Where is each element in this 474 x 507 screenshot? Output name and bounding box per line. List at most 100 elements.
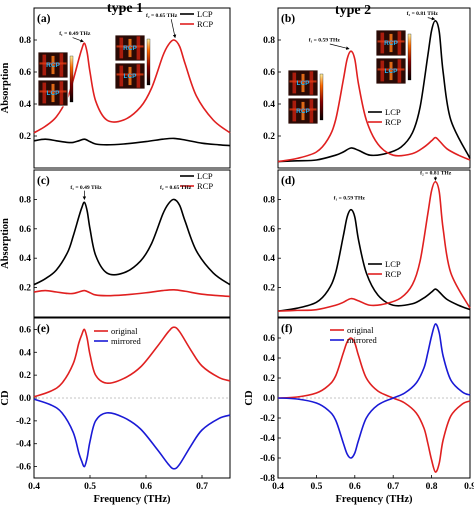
y-tick-label: 0.4 bbox=[19, 100, 31, 110]
legend-label-RCP: RCP bbox=[385, 117, 401, 127]
inset-label-lcp: LCP bbox=[385, 68, 399, 75]
y-tick-label: 0.6 bbox=[263, 68, 275, 78]
legend-label-LCP: LCP bbox=[385, 107, 401, 117]
y-tick-label: 0.2 bbox=[19, 132, 31, 142]
y-tick-label: 0.0 bbox=[263, 394, 275, 404]
x-tick-label: 0.9 bbox=[464, 482, 474, 492]
plot-frame bbox=[33, 7, 231, 169]
legend-label-mirrored: mirrored bbox=[111, 336, 141, 346]
series-line-LCP bbox=[277, 20, 471, 163]
legend-label-mirrored: mirrored bbox=[347, 335, 377, 345]
y-tick-label: 0.2 bbox=[263, 284, 275, 294]
legend-label-original: original bbox=[347, 325, 374, 335]
y-axis-label: CD bbox=[0, 390, 11, 406]
inset-label-lcp: LCP bbox=[47, 90, 61, 97]
field-hotspot bbox=[136, 64, 141, 88]
series-line-mirrored bbox=[277, 323, 471, 459]
y-tick-label: -0.6 bbox=[16, 463, 31, 473]
field-hotspot bbox=[309, 71, 314, 95]
series-line-LCP bbox=[33, 137, 231, 147]
panel-label: (f) bbox=[281, 323, 293, 335]
x-axis-label: Frequency (THz) bbox=[93, 494, 171, 505]
series-line-mirrored bbox=[33, 398, 231, 470]
series-line-LCP bbox=[33, 198, 231, 286]
panel-label: (a) bbox=[37, 13, 51, 25]
title-type2: type 2 bbox=[335, 3, 371, 18]
x-tick-label: 0.6 bbox=[140, 482, 152, 492]
field-hotspot bbox=[51, 55, 55, 75]
annotation: f₂ = 0.65 THz bbox=[160, 185, 192, 191]
field-hotspot bbox=[380, 60, 385, 82]
x-tick-label: 0.4 bbox=[28, 482, 40, 492]
y-tick-label: 0.8 bbox=[19, 195, 31, 205]
x-tick-label: 0.5 bbox=[310, 482, 322, 492]
y-tick-label: -0.6 bbox=[260, 454, 275, 464]
field-hotspot bbox=[377, 40, 405, 43]
y-tick-label: -0.4 bbox=[16, 440, 31, 450]
series-line-RCP bbox=[277, 180, 471, 312]
field-hotspot bbox=[59, 81, 64, 105]
y-tick-label: 0.8 bbox=[263, 195, 275, 205]
field-map-inset: RCP LCP bbox=[375, 29, 412, 85]
y-tick-label: 0.8 bbox=[19, 36, 31, 46]
annotation: f₁ = 0.59 THz bbox=[334, 195, 366, 201]
inset-label-rcp: RCP bbox=[123, 45, 137, 52]
y-tick-label: 0.6 bbox=[19, 68, 31, 78]
field-hotspot bbox=[116, 73, 144, 76]
field-map-inset: RCP LCP bbox=[37, 51, 74, 107]
y-tick-label: 0.2 bbox=[263, 374, 275, 384]
field-hotspot bbox=[119, 65, 124, 87]
field-hotspot bbox=[42, 54, 47, 76]
annotation: f₁ = 0.49 THz bbox=[70, 185, 102, 191]
annotation-arrow bbox=[329, 43, 350, 50]
field-hotspot bbox=[389, 61, 393, 81]
colorbar bbox=[407, 33, 412, 81]
legend-label-RCP: RCP bbox=[197, 19, 213, 29]
y-tick-label: 0.6 bbox=[19, 225, 31, 235]
field-map-inset: LCP RCP bbox=[287, 69, 324, 125]
field-hotspot bbox=[380, 32, 385, 54]
field-hotspot bbox=[116, 45, 144, 48]
y-axis-label: Absorption bbox=[0, 218, 11, 269]
x-tick-label: 0.4 bbox=[272, 482, 284, 492]
plot-frame bbox=[277, 7, 471, 169]
field-hotspot bbox=[128, 66, 132, 86]
field-hotspot bbox=[51, 83, 55, 103]
inset-label-lcp: LCP bbox=[297, 80, 311, 87]
plot-frame bbox=[277, 169, 471, 318]
legend-label-original: original bbox=[111, 326, 138, 336]
y-tick-label: 0.2 bbox=[19, 371, 31, 381]
plot-frame bbox=[33, 169, 231, 318]
x-tick-label: 0.7 bbox=[196, 482, 208, 492]
y-tick-label: 0.2 bbox=[19, 284, 31, 294]
annotation-arrow bbox=[427, 16, 436, 21]
field-hotspot bbox=[292, 100, 297, 122]
y-tick-label: 0.0 bbox=[19, 394, 31, 404]
panel-e: -0.6 -0.4 -0.2 0.0 0.2 0.4 0.6 0.4 0.5 0.6 0.7 CD Fr… bbox=[0, 317, 231, 505]
annotation: f₂ = 0.81 THz bbox=[420, 170, 452, 176]
y-tick-label: -0.2 bbox=[16, 417, 31, 427]
field-hotspot bbox=[301, 73, 305, 93]
y-tick-label: 0.4 bbox=[19, 348, 31, 358]
field-hotspot bbox=[119, 37, 124, 59]
y-tick-label: 0.4 bbox=[263, 254, 275, 264]
y-tick-label: 0.6 bbox=[263, 225, 275, 235]
x-tick-label: 0.6 bbox=[349, 482, 361, 492]
annotation: f₂ = 0.65 THz bbox=[146, 13, 178, 19]
field-hotspot bbox=[39, 90, 67, 93]
legend-label-RCP: RCP bbox=[385, 269, 401, 279]
inset-label-lcp: LCP bbox=[124, 73, 138, 80]
panel-label: (c) bbox=[37, 175, 50, 187]
x-tick-label: 0.7 bbox=[387, 482, 399, 492]
x-tick-label: 0.5 bbox=[84, 482, 96, 492]
series-line-RCP bbox=[277, 50, 471, 163]
y-tick-label: 0.4 bbox=[19, 254, 31, 264]
field-hotspot bbox=[309, 99, 314, 123]
series-line-original bbox=[33, 326, 231, 398]
inset-label-rcp: RCP bbox=[46, 62, 60, 69]
field-hotspot bbox=[136, 36, 141, 60]
